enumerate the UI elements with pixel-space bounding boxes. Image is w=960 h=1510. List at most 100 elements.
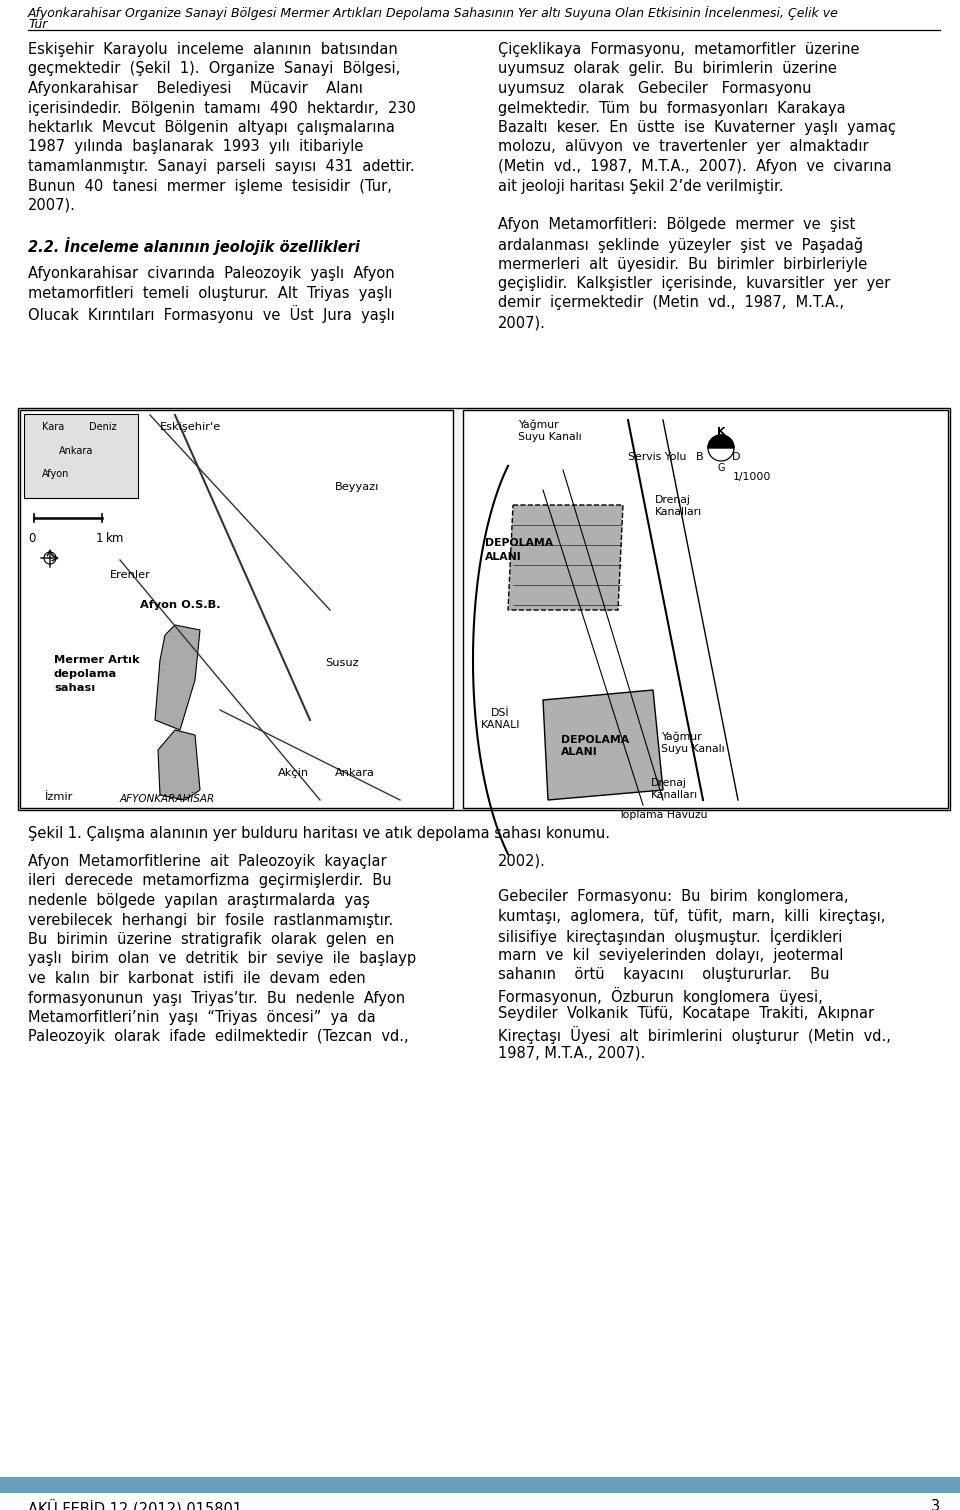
Text: Drenaj: Drenaj: [655, 495, 691, 504]
Text: İzmir: İzmir: [45, 793, 73, 802]
Text: sahası: sahası: [54, 683, 95, 693]
Text: demir  içermektedir  (Metin  vd.,  1987,  M.T.A.,: demir içermektedir (Metin vd., 1987, M.T…: [498, 296, 844, 311]
Text: ALANI: ALANI: [485, 553, 521, 562]
Polygon shape: [508, 504, 623, 610]
Text: ve  kalın  bir  karbonat  istifi  ile  devam  eden: ve kalın bir karbonat istifi ile devam e…: [28, 971, 366, 986]
Text: Akçin: Akçin: [278, 769, 309, 778]
Text: Suyu Kanalı: Suyu Kanalı: [518, 432, 582, 442]
Text: 2.2. İnceleme alanının jeolojik özellikleri: 2.2. İnceleme alanının jeolojik özellikl…: [28, 237, 360, 255]
Text: Olucak  Kırıntıları  Formasyonu  ve  Üst  Jura  yaşlı: Olucak Kırıntıları Formasyonu ve Üst Jur…: [28, 305, 395, 323]
Text: DSİ: DSİ: [491, 708, 510, 717]
Bar: [18, 408, 950, 809]
Text: geçmektedir  (Şekil  1).  Organize  Sanayi  Bölgesi,: geçmektedir (Şekil 1). Organize Sanayi B…: [28, 62, 400, 77]
Text: 2007).: 2007).: [498, 316, 546, 331]
Bar: [20, 411, 453, 808]
Text: Kireçtaşı  Üyesi  alt  birimlerini  oluşturur  (Metin  vd.,: Kireçtaşı Üyesi alt birimlerini oluşturu…: [498, 1025, 891, 1043]
Text: ardalanması  şeklinde  yüzeyler  şist  ve  Paşadağ: ardalanması şeklinde yüzeyler şist ve Pa…: [498, 237, 863, 254]
Text: Erenler: Erenler: [110, 569, 151, 580]
Text: km: km: [106, 532, 125, 545]
Text: Gebeciler  Formasyonu:  Bu  birim  konglomera,: Gebeciler Formasyonu: Bu birim konglomer…: [498, 889, 849, 904]
Text: Toplama Havuzu: Toplama Havuzu: [618, 809, 708, 820]
Text: Afyonkarahisar  civarında  Paleozoyik  yaşlı  Afyon: Afyonkarahisar civarında Paleozoyik yaşl…: [28, 266, 395, 281]
Text: DEPOLAMA: DEPOLAMA: [485, 538, 553, 548]
Text: geçişlidir.  Kalkşistler  içerisinde,  kuvarsitler  yer  yer: geçişlidir. Kalkşistler içerisinde, kuva…: [498, 276, 890, 291]
Text: Kanalları: Kanalları: [655, 507, 702, 516]
Text: Ankara: Ankara: [335, 769, 374, 778]
Wedge shape: [708, 435, 734, 448]
Text: Metamorfitleri’nin  yaşı  “Triyas  öncesi”  ya  da: Metamorfitleri’nin yaşı “Triyas öncesi” …: [28, 1010, 375, 1025]
Text: Bunun  40  tanesi  mermer  işleme  tesisidir  (Tur,: Bunun 40 tanesi mermer işleme tesisidir …: [28, 178, 392, 193]
Text: Eskişehir'e: Eskişehir'e: [160, 421, 221, 432]
Text: 2007).: 2007).: [28, 198, 76, 213]
Text: Deniz: Deniz: [89, 421, 116, 432]
Text: Tur: Tur: [28, 18, 47, 32]
Text: Şekil 1. Çalışma alanının yer bulduru haritası ve atık depolama sahası konumu.: Şekil 1. Çalışma alanının yer bulduru ha…: [28, 826, 610, 841]
Text: Afyonkarahisar    Belediyesi    Mücavir    Alanı: Afyonkarahisar Belediyesi Mücavir Alanı: [28, 82, 363, 97]
Text: AKÜ FEBİD 12 (2012) 015801: AKÜ FEBİD 12 (2012) 015801: [28, 1499, 242, 1510]
Text: AFYONKARAHİSAR: AFYONKARAHİSAR: [120, 794, 215, 803]
Text: Seydiler  Volkanik  Tüfü,  Kocatape  Trakiti,  Akıpnar: Seydiler Volkanik Tüfü, Kocatape Trakiti…: [498, 1006, 875, 1021]
Text: K: K: [717, 427, 725, 436]
Text: 2002).: 2002).: [498, 855, 546, 868]
Text: mermerleri  alt  üyesidir.  Bu  birimler  birbirleriyle: mermerleri alt üyesidir. Bu birimler bir…: [498, 257, 867, 272]
Bar: [0, 1477, 960, 1493]
Text: KANALI: KANALI: [481, 720, 520, 729]
Text: Yağmur: Yağmur: [518, 420, 559, 430]
Text: Çiçeklikaya  Formasyonu,  metamorfitler  üzerine: Çiçeklikaya Formasyonu, metamorfitler üz…: [498, 42, 859, 57]
Text: ALANI: ALANI: [561, 747, 598, 757]
Text: Kara: Kara: [42, 421, 64, 432]
Text: formasyonunun  yaşı  Triyas’tır.  Bu  nedenle  Afyon: formasyonunun yaşı Triyas’tır. Bu nedenl…: [28, 991, 405, 1006]
Text: marn  ve  kil  seviyelerinden  dolayı,  jeotermal: marn ve kil seviyelerinden dolayı, jeote…: [498, 948, 844, 962]
Text: Eskişehir  Karayolu  inceleme  alanının  batısından: Eskişehir Karayolu inceleme alanının bat…: [28, 42, 397, 57]
Text: nedenle  bölgede  yapılan  araştırmalarda  yaş: nedenle bölgede yapılan araştırmalarda y…: [28, 892, 370, 908]
Polygon shape: [543, 690, 663, 800]
Text: 1/1000: 1/1000: [733, 473, 772, 482]
Text: Mermer Artık: Mermer Artık: [54, 655, 139, 664]
Text: Susuz: Susuz: [325, 658, 359, 667]
Text: Afyonkarahisar Organize Sanayi Bölgesi Mermer Artıkları Depolama Sahasının Yer a: Afyonkarahisar Organize Sanayi Bölgesi M…: [28, 6, 839, 20]
Text: silisifiye  kireçtaşından  oluşmuştur.  İçerdikleri: silisifiye kireçtaşından oluşmuştur. İçe…: [498, 929, 842, 945]
Text: Ankara: Ankara: [59, 445, 93, 456]
Text: Suyu Kanalı: Suyu Kanalı: [661, 744, 725, 753]
Text: uyumsuz   olarak   Gebeciler   Formasyonu: uyumsuz olarak Gebeciler Formasyonu: [498, 82, 811, 97]
Text: hektarlık  Mevcut  Bölgenin  altyapı  çalışmalarına: hektarlık Mevcut Bölgenin altyapı çalışm…: [28, 119, 395, 134]
Text: sahanın    örtü    kayacını    oluştururlar.    Bu: sahanın örtü kayacını oluştururlar. Bu: [498, 966, 829, 982]
Text: kumtaşı,  aglomera,  tüf,  tüfit,  marn,  killi  kireçtaşı,: kumtaşı, aglomera, tüf, tüfit, marn, kil…: [498, 909, 885, 924]
Polygon shape: [155, 625, 200, 729]
Text: B: B: [696, 451, 704, 462]
Text: Afyon  Metamorfitleri:  Bölgede  mermer  ve  şist: Afyon Metamorfitleri: Bölgede mermer ve …: [498, 217, 855, 233]
Text: 0: 0: [28, 532, 36, 545]
Text: Beyyazı: Beyyazı: [335, 482, 379, 492]
Text: D: D: [732, 451, 740, 462]
Text: Drenaj: Drenaj: [651, 778, 686, 788]
Text: Afyon  Metamorfitlerine  ait  Paleozoyik  kayaçlar: Afyon Metamorfitlerine ait Paleozoyik ka…: [28, 855, 387, 868]
Text: Paleozoyik  olarak  ifade  edilmektedir  (Tezcan  vd.,: Paleozoyik olarak ifade edilmektedir (Te…: [28, 1030, 409, 1045]
Text: verebilecek  herhangi  bir  fosile  rastlanmamıştır.: verebilecek herhangi bir fosile rastlanm…: [28, 912, 394, 927]
Text: 1987  yılında  başlanarak  1993  yılı  itibariyle: 1987 yılında başlanarak 1993 yılı itibar…: [28, 139, 364, 154]
Text: uyumsuz  olarak  gelir.  Bu  birimlerin  üzerine: uyumsuz olarak gelir. Bu birimlerin üzer…: [498, 62, 837, 77]
Text: G: G: [717, 464, 725, 473]
Text: 1: 1: [96, 532, 104, 545]
Text: Bazaltı  keser.  En  üstte  ise  Kuvaterner  yaşlı  yamaç: Bazaltı keser. En üstte ise Kuvaterner y…: [498, 119, 896, 134]
Text: Afyon: Afyon: [42, 470, 69, 479]
Text: ait jeoloji haritası Şekil 2’de verilmiştir.: ait jeoloji haritası Şekil 2’de verilmiş…: [498, 178, 783, 193]
Text: gelmektedir.  Tüm  bu  formasyonları  Karakaya: gelmektedir. Tüm bu formasyonları Karaka…: [498, 101, 846, 115]
Text: 3: 3: [931, 1499, 940, 1510]
Bar: [24, 414, 138, 498]
Polygon shape: [158, 729, 200, 800]
Bar: [463, 411, 948, 808]
Text: 1987, M.T.A., 2007).: 1987, M.T.A., 2007).: [498, 1045, 645, 1060]
Text: tamamlanmıştır.  Sanayi  parseli  sayısı  431  adettir.: tamamlanmıştır. Sanayi parseli sayısı 43…: [28, 159, 415, 174]
Text: Formasyonun,  Özburun  konglomera  üyesi,: Formasyonun, Özburun konglomera üyesi,: [498, 986, 823, 1004]
Text: Kanalları: Kanalları: [651, 790, 698, 800]
Text: molozu,  alüvyon  ve  travertenler  yer  almaktadır: molozu, alüvyon ve travertenler yer alma…: [498, 139, 869, 154]
Text: (Metin  vd.,  1987,  M.T.A.,  2007).  Afyon  ve  civarına: (Metin vd., 1987, M.T.A., 2007). Afyon v…: [498, 159, 892, 174]
Text: metamorfitleri  temeli  oluşturur.  Alt  Triyas  yaşlı: metamorfitleri temeli oluşturur. Alt Tri…: [28, 285, 393, 300]
Text: içerisindedir.  Bölgenin  tamamı  490  hektardır,  230: içerisindedir. Bölgenin tamamı 490 hekta…: [28, 101, 416, 115]
Text: Servis Yolu: Servis Yolu: [628, 451, 686, 462]
Text: DEPOLAMA: DEPOLAMA: [561, 735, 629, 744]
Text: Bu  birimin  üzerine  stratigrafik  olarak  gelen  en: Bu birimin üzerine stratigrafik olarak g…: [28, 932, 395, 947]
Text: depolama: depolama: [54, 669, 117, 680]
Text: yaşlı  birim  olan  ve  detritik  bir  seviye  ile  başlayp: yaşlı birim olan ve detritik bir seviye …: [28, 951, 416, 966]
Text: ileri  derecede  metamorfizma  geçirmişlerdir.  Bu: ileri derecede metamorfizma geçirmişlerd…: [28, 873, 392, 888]
